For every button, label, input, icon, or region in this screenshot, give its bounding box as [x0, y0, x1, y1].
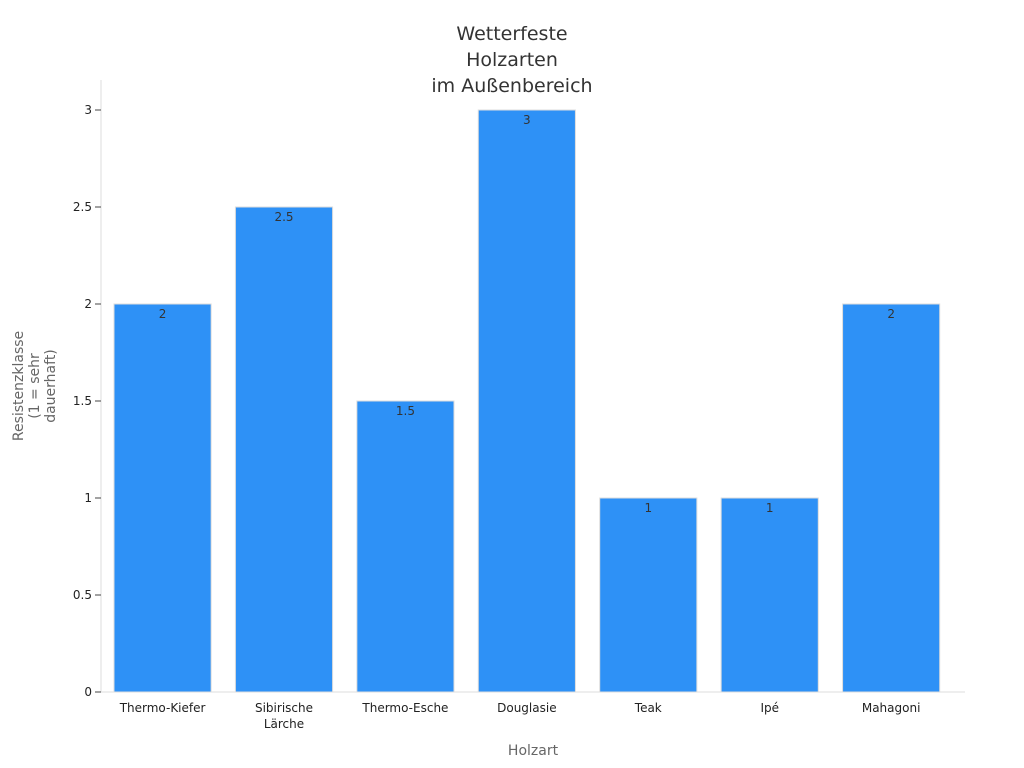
y-tick-label: 1	[84, 491, 92, 505]
bar	[599, 497, 698, 693]
x-tick-label-line: Thermo-Kiefer	[119, 701, 206, 715]
bar	[842, 303, 941, 693]
bar-value-label: 3	[523, 113, 531, 127]
bar	[234, 206, 334, 693]
bar-value-label: 1.5	[396, 404, 415, 418]
bar	[477, 109, 576, 693]
bars	[113, 109, 941, 693]
x-tick-label-line: Ipé	[760, 701, 779, 715]
x-tick-label: Thermo-Esche	[361, 701, 448, 715]
bar	[113, 303, 212, 693]
x-tick-labels: Thermo-Kiefer Sibirische Lärche Thermo-Esch…	[119, 701, 921, 731]
bar-value-label: 1	[644, 501, 652, 515]
x-tick-label-line: Thermo-Esche	[361, 701, 448, 715]
chart-title-line: Wetterfeste	[456, 23, 567, 45]
y-tick-label: 3	[84, 103, 92, 117]
x-tick-label-line: Teak	[634, 701, 662, 715]
y-axis-title-line: dauerhaft)	[43, 349, 59, 423]
x-tick-label: Douglasie	[497, 701, 556, 715]
bar	[720, 497, 819, 693]
y-ticks: 0 0.5 1 1.5 2 2.5 3	[73, 103, 101, 699]
y-axis-title-text: Resistenzklasse(1 = sehrdauerhaft)	[11, 331, 59, 441]
bar-value-label: 1	[766, 501, 774, 515]
x-tick-label: Ipé	[760, 701, 779, 715]
x-tick-label-line: Lärche	[264, 717, 304, 731]
y-axis-title: Resistenzklasse(1 = sehrdauerhaft)	[11, 331, 59, 441]
x-tick-label: Thermo-Kiefer	[119, 701, 206, 715]
x-tick-label: Mahagoni	[862, 701, 921, 715]
x-tick-label-line: Douglasie	[497, 701, 556, 715]
y-tick-label: 2.5	[73, 200, 92, 214]
bar-value-label: 2	[159, 307, 167, 321]
y-tick-label: 1.5	[73, 394, 92, 408]
y-axis-title-line: (1 = sehr	[27, 353, 43, 419]
x-tick-label: Sibirische Lärche	[255, 701, 313, 731]
chart-title: Wetterfeste Holzarten im Außenbereich	[431, 23, 592, 97]
chart-title-line: Holzarten	[466, 49, 558, 71]
bar-value-label: 2	[887, 307, 895, 321]
bar-value-label: 2.5	[274, 210, 293, 224]
y-tick-label: 0	[84, 685, 92, 699]
y-axis-title-line: Resistenzklasse	[11, 331, 27, 441]
x-tick-label: Teak	[634, 701, 662, 715]
x-tick-label-line: Sibirische	[255, 701, 313, 715]
x-axis-title: Holzart	[508, 743, 559, 759]
y-tick-label: 0.5	[73, 588, 92, 602]
chart-title-line: im Außenbereich	[431, 75, 592, 97]
bar-value-labels: 2 2.5 1.5 3 1 1 2	[159, 113, 895, 515]
y-tick-label: 2	[84, 297, 92, 311]
x-tick-label-line: Mahagoni	[862, 701, 921, 715]
bar	[356, 400, 455, 693]
